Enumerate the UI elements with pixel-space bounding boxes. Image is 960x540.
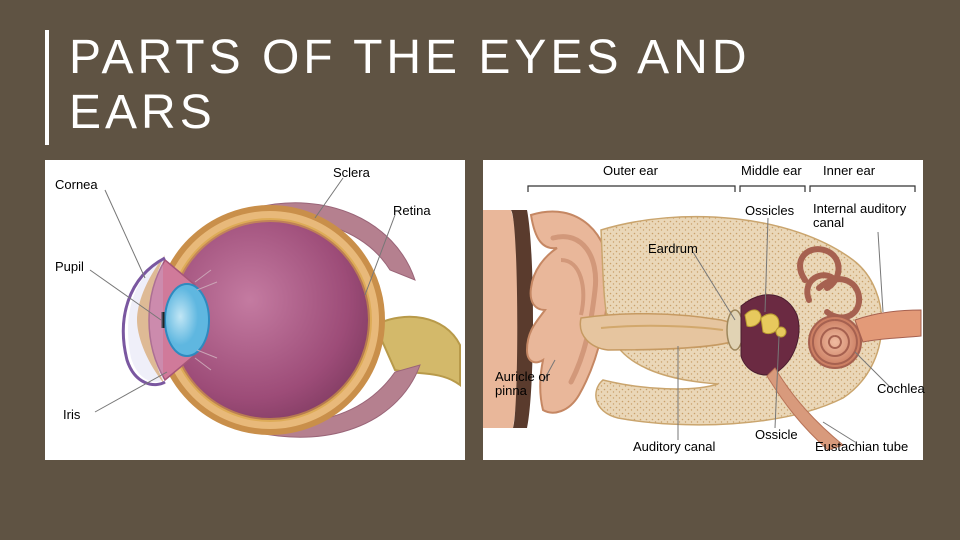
label-cochlea: Cochlea — [877, 382, 925, 396]
label-middle-ear: Middle ear — [741, 164, 802, 178]
label-iris: Iris — [63, 408, 80, 422]
label-pupil: Pupil — [55, 260, 84, 274]
label-sclera: Sclera — [333, 166, 370, 180]
label-auditory-canal: Auditory canal — [633, 440, 715, 454]
label-outer-ear: Outer ear — [603, 164, 658, 178]
title-bar: PARTS OF THE EYES AND EARS — [45, 30, 849, 145]
label-inner-ear: Inner ear — [823, 164, 875, 178]
label-cornea: Cornea — [55, 178, 98, 192]
label-internal-canal: Internal auditory canal — [813, 202, 913, 231]
diagram-panels: Cornea Pupil Iris Sclera Retina — [45, 160, 923, 460]
label-eustachian: Eustachian tube — [815, 440, 908, 454]
label-auricle: Auricle or pinna — [495, 370, 551, 399]
page-title: PARTS OF THE EYES AND EARS — [69, 30, 849, 140]
eye-diagram-panel: Cornea Pupil Iris Sclera Retina — [45, 160, 465, 460]
label-ossicle: Ossicle — [755, 428, 798, 442]
title-rule — [45, 30, 49, 145]
label-eardrum: Eardrum — [648, 242, 698, 256]
label-retina: Retina — [393, 204, 431, 218]
label-ossicles: Ossicles — [745, 204, 794, 218]
ear-diagram-panel: Outer ear Middle ear Inner ear Ossicles … — [483, 160, 923, 460]
